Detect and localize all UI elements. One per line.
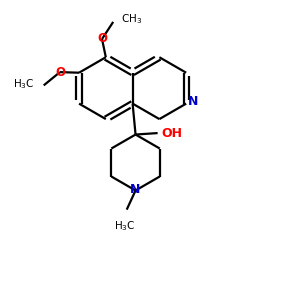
Text: H$_3$C: H$_3$C — [13, 77, 34, 91]
Text: N: N — [130, 183, 141, 196]
Text: O: O — [55, 66, 65, 79]
Text: OH: OH — [161, 127, 182, 140]
Text: N: N — [188, 95, 198, 108]
Text: CH$_3$: CH$_3$ — [122, 13, 143, 26]
Text: O: O — [97, 32, 107, 46]
Text: H$_3$C: H$_3$C — [115, 219, 136, 233]
